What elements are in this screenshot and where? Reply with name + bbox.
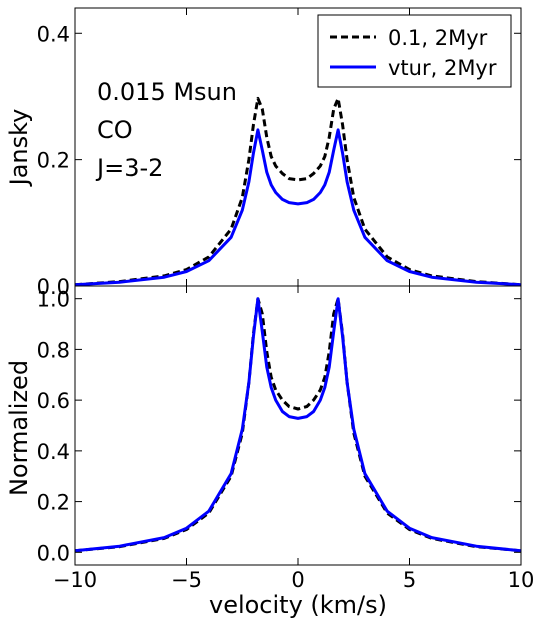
- bottom-series-2-line: [74, 297, 522, 553]
- legend: 0.1, 2Myr vtur, 2Myr: [317, 14, 512, 88]
- x-tick-label: −5: [171, 568, 202, 592]
- legend-frame: [317, 14, 512, 88]
- x-tick-label: 5: [403, 568, 416, 592]
- bottom-y-tick-label: 0.8: [37, 338, 70, 362]
- bottom-series-1-line: [74, 297, 522, 553]
- bottom-axes-frame: [74, 285, 522, 566]
- x-tick-label: −10: [53, 568, 97, 592]
- annotation-molecule: CO: [97, 116, 133, 144]
- bottom-y-tick-label: 0.2: [37, 491, 70, 515]
- top-y-tick-label: 0.2: [37, 149, 70, 173]
- bottom-y-tick-label: 0.4: [37, 440, 70, 464]
- annotation-mass: 0.015 Msun: [97, 78, 237, 106]
- legend-label-1: 0.1, 2Myr: [388, 26, 488, 50]
- top-y-tick-label: 0.4: [37, 22, 70, 46]
- x-axis-label: velocity (km/s): [209, 591, 387, 619]
- x-tick-label: 10: [508, 568, 535, 592]
- legend-label-2: vtur, 2Myr: [388, 56, 497, 80]
- y-axis-label-bottom: Normalized: [5, 360, 33, 496]
- top-y-tick-label: 0.0: [37, 275, 70, 299]
- annotation-transition: J=3-2: [95, 154, 163, 182]
- top-series-2-line: [74, 128, 522, 287]
- top-series-1-line: [74, 96, 522, 287]
- y-axis-label-top: Jansky: [5, 109, 33, 188]
- bottom-y-tick-label: 0.0: [37, 541, 70, 565]
- x-tick-label: 0: [291, 568, 304, 592]
- bottom-panel: 0.0 0.2 0.4 0.6 0.8 1.0 −10 −5 0 5 10: [37, 285, 535, 592]
- bottom-y-tick-label: 0.6: [37, 389, 70, 413]
- bottom-y-tick-label: 1.0: [37, 288, 70, 312]
